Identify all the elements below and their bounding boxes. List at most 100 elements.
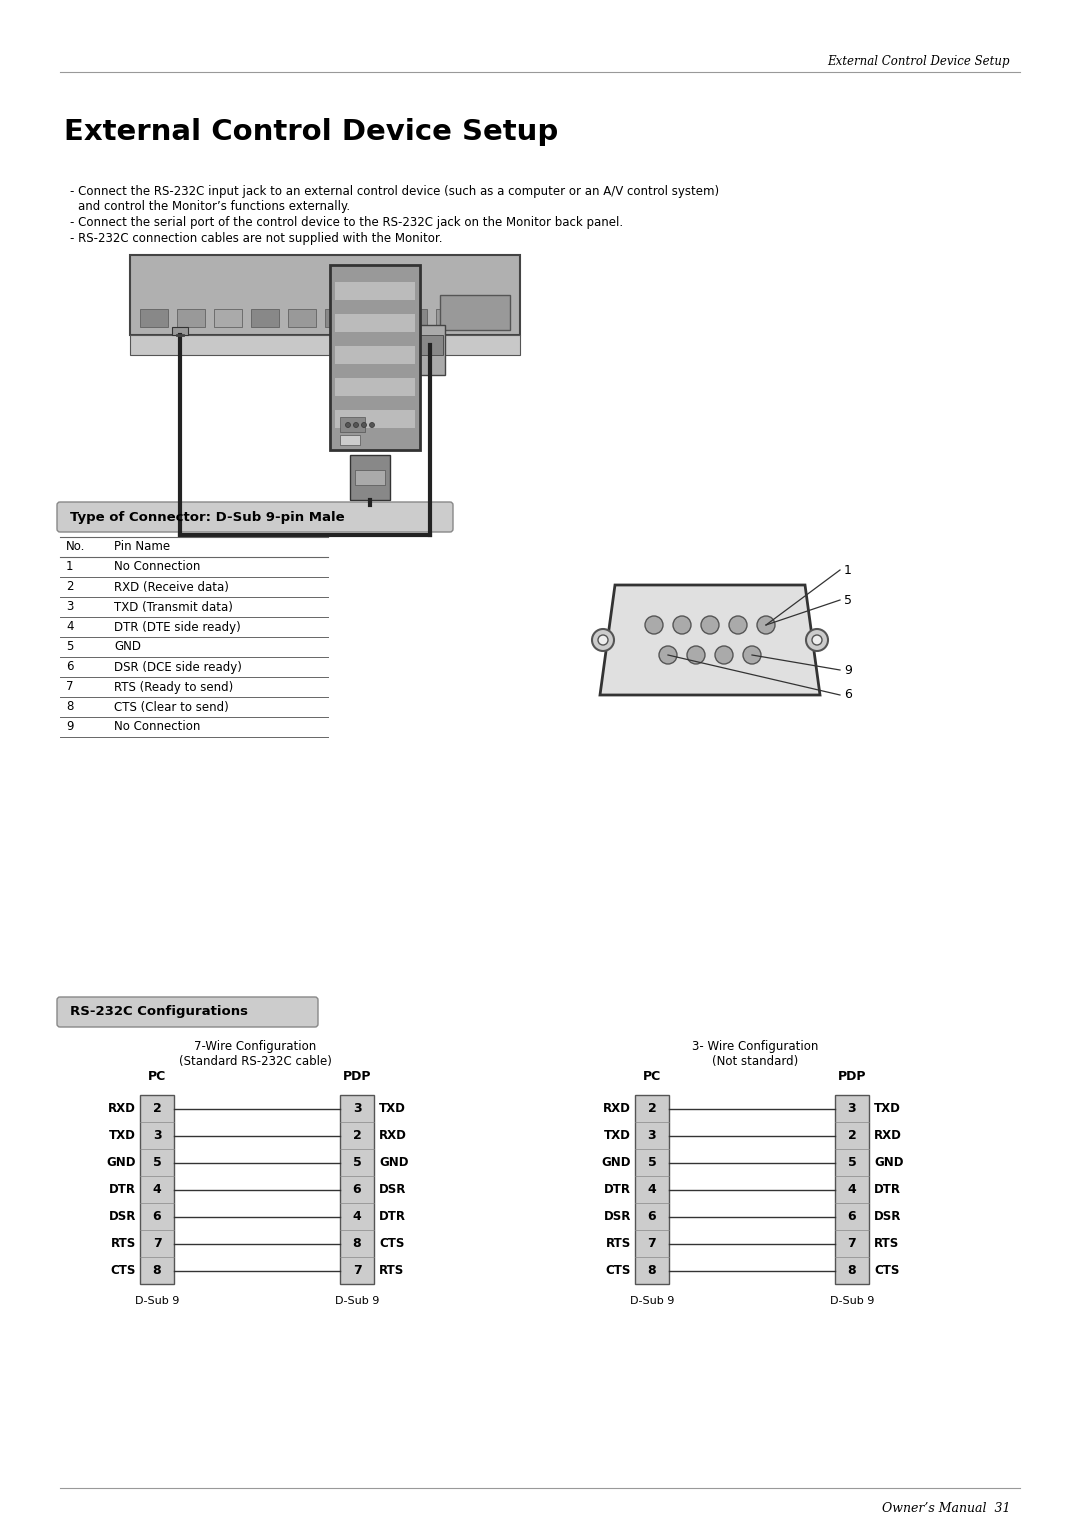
Bar bbox=[130, 335, 519, 354]
Text: CTS: CTS bbox=[110, 1264, 136, 1277]
Text: 8: 8 bbox=[648, 1264, 657, 1277]
Text: RXD: RXD bbox=[108, 1102, 136, 1115]
Circle shape bbox=[369, 423, 375, 428]
Bar bbox=[130, 255, 519, 335]
Bar bbox=[140, 309, 168, 327]
Text: 8: 8 bbox=[66, 700, 73, 714]
Bar bbox=[251, 309, 279, 327]
Text: No Connection: No Connection bbox=[114, 721, 201, 733]
Text: GND: GND bbox=[874, 1157, 904, 1169]
Text: TXD: TXD bbox=[604, 1129, 631, 1141]
Text: (Standard RS-232C cable): (Standard RS-232C cable) bbox=[178, 1054, 332, 1068]
Text: 1: 1 bbox=[843, 564, 852, 576]
Bar bbox=[335, 283, 415, 299]
Text: 4: 4 bbox=[66, 620, 73, 634]
Text: DTR: DTR bbox=[604, 1183, 631, 1196]
Text: 6: 6 bbox=[848, 1210, 856, 1222]
Text: 5: 5 bbox=[648, 1157, 657, 1169]
Text: RXD: RXD bbox=[603, 1102, 631, 1115]
FancyBboxPatch shape bbox=[57, 996, 318, 1027]
Text: RTS: RTS bbox=[379, 1264, 404, 1277]
Bar bbox=[177, 309, 205, 327]
Text: GND: GND bbox=[602, 1157, 631, 1169]
Text: 4: 4 bbox=[648, 1183, 657, 1196]
Bar bbox=[335, 345, 415, 364]
Text: 3- Wire Configuration: 3- Wire Configuration bbox=[692, 1041, 819, 1053]
Text: 7: 7 bbox=[353, 1264, 362, 1277]
Text: No.: No. bbox=[66, 541, 85, 553]
Text: RTS (Ready to send): RTS (Ready to send) bbox=[114, 680, 233, 694]
Text: 7: 7 bbox=[648, 1238, 657, 1250]
Text: TXD: TXD bbox=[874, 1102, 901, 1115]
Text: PDP: PDP bbox=[838, 1071, 866, 1083]
Text: 7: 7 bbox=[152, 1238, 161, 1250]
Text: 6: 6 bbox=[648, 1210, 657, 1222]
Text: 9: 9 bbox=[843, 663, 852, 677]
Text: TXD (Transmit data): TXD (Transmit data) bbox=[114, 601, 233, 614]
Text: DSR: DSR bbox=[109, 1210, 136, 1222]
Text: 6: 6 bbox=[843, 689, 852, 701]
Text: 7: 7 bbox=[848, 1238, 856, 1250]
Text: 4: 4 bbox=[152, 1183, 161, 1196]
Bar bbox=[325, 309, 353, 327]
Text: 8: 8 bbox=[848, 1264, 856, 1277]
Circle shape bbox=[592, 630, 615, 651]
Circle shape bbox=[673, 616, 691, 634]
Bar bbox=[140, 1096, 174, 1284]
Text: 8: 8 bbox=[152, 1264, 161, 1277]
Bar bbox=[436, 309, 464, 327]
Polygon shape bbox=[600, 585, 820, 695]
Text: Owner’s Manual  31: Owner’s Manual 31 bbox=[881, 1502, 1010, 1514]
Text: 8: 8 bbox=[353, 1238, 362, 1250]
Text: TXD: TXD bbox=[109, 1129, 136, 1141]
Text: 5: 5 bbox=[66, 640, 73, 654]
Text: 2: 2 bbox=[152, 1102, 161, 1115]
Text: 6: 6 bbox=[66, 660, 73, 674]
Text: DSR (DCE side ready): DSR (DCE side ready) bbox=[114, 660, 242, 674]
Text: 5: 5 bbox=[152, 1157, 161, 1169]
Text: 3: 3 bbox=[152, 1129, 161, 1141]
Text: GND: GND bbox=[107, 1157, 136, 1169]
Text: 5: 5 bbox=[843, 593, 852, 607]
Text: 2: 2 bbox=[648, 1102, 657, 1115]
Text: No Connection: No Connection bbox=[114, 561, 201, 573]
Bar bbox=[635, 1096, 669, 1284]
Text: - RS-232C connection cables are not supplied with the Monitor.: - RS-232C connection cables are not supp… bbox=[70, 232, 443, 244]
Bar bbox=[473, 309, 501, 327]
Text: D-Sub 9: D-Sub 9 bbox=[335, 1296, 379, 1306]
Circle shape bbox=[757, 616, 775, 634]
Text: D-Sub 9: D-Sub 9 bbox=[630, 1296, 674, 1306]
Circle shape bbox=[687, 646, 705, 665]
Bar bbox=[288, 309, 316, 327]
Bar bbox=[835, 1096, 869, 1284]
Text: 2: 2 bbox=[66, 581, 73, 593]
Text: 4: 4 bbox=[353, 1210, 362, 1222]
Text: RTS: RTS bbox=[606, 1238, 631, 1250]
Text: 6: 6 bbox=[152, 1210, 161, 1222]
Text: 7-Wire Configuration: 7-Wire Configuration bbox=[194, 1041, 316, 1053]
Text: 2: 2 bbox=[353, 1129, 362, 1141]
Text: D-Sub 9: D-Sub 9 bbox=[135, 1296, 179, 1306]
Circle shape bbox=[729, 616, 747, 634]
Text: External Control Device Setup: External Control Device Setup bbox=[64, 118, 558, 147]
Circle shape bbox=[806, 630, 828, 651]
Circle shape bbox=[598, 636, 608, 645]
Circle shape bbox=[353, 423, 359, 428]
Bar bbox=[399, 309, 427, 327]
Text: DSR: DSR bbox=[604, 1210, 631, 1222]
Text: CTS: CTS bbox=[874, 1264, 900, 1277]
Text: (Not standard): (Not standard) bbox=[712, 1054, 798, 1068]
Text: 6: 6 bbox=[353, 1183, 362, 1196]
Text: CTS: CTS bbox=[379, 1238, 404, 1250]
Bar bbox=[335, 313, 415, 332]
Text: 5: 5 bbox=[353, 1157, 362, 1169]
Circle shape bbox=[362, 423, 366, 428]
Text: DTR: DTR bbox=[874, 1183, 901, 1196]
Text: PC: PC bbox=[148, 1071, 166, 1083]
Text: Type of Connector: D-Sub 9-pin Male: Type of Connector: D-Sub 9-pin Male bbox=[70, 510, 345, 524]
Text: 3: 3 bbox=[648, 1129, 657, 1141]
Bar bbox=[330, 264, 420, 451]
Text: TXD: TXD bbox=[379, 1102, 406, 1115]
Text: - Connect the RS-232C input jack to an external control device (such as a comput: - Connect the RS-232C input jack to an e… bbox=[70, 185, 719, 199]
Text: Pin Name: Pin Name bbox=[114, 541, 171, 553]
